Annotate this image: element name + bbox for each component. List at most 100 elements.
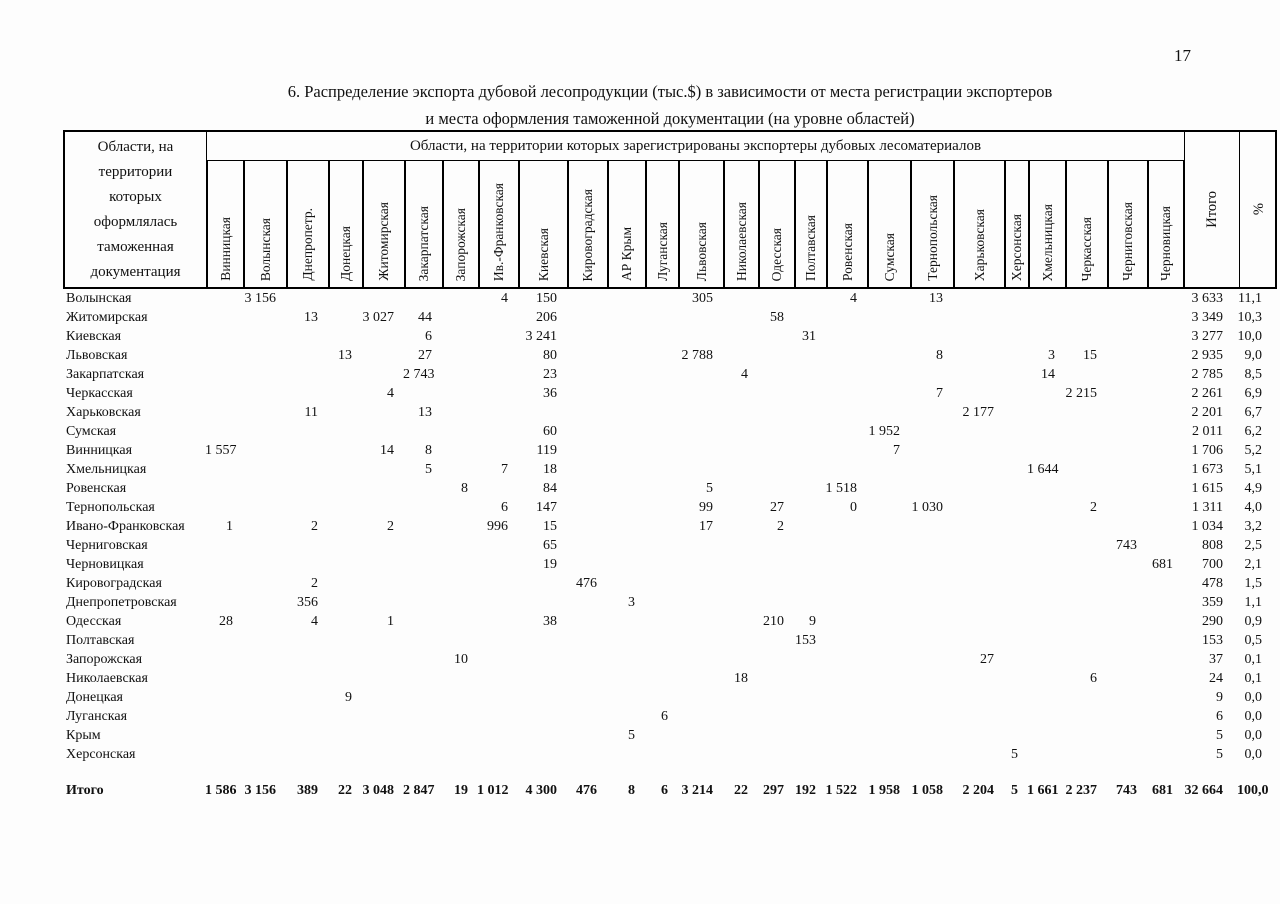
table-row: Киевская 6 3 241 31 3 277 10,0 [63,327,1277,346]
value-cell [517,593,566,612]
value-cell [1106,517,1146,536]
value-cell [477,536,517,555]
value-cell [242,536,285,555]
value-cell: 65 [543,538,557,553]
value-cell [793,289,825,308]
value-cell [1003,536,1027,555]
value-cell: 19 [543,557,557,572]
value-cell [677,574,722,593]
value-cell [644,460,677,479]
value-cell [825,308,866,327]
value-cell [361,593,403,612]
value-cell [327,498,361,517]
value-cell [477,384,517,403]
table-row: Сумская 60 1 952 2 011 6,2 [63,422,1277,441]
value-cell [1003,707,1027,726]
value-cell: 17 [699,519,713,534]
value-cell [403,498,441,517]
value-cell [793,707,825,726]
value-cell [606,479,644,498]
value-cell [1146,536,1182,555]
value-cell [1146,726,1182,745]
value-cell [205,650,242,669]
value-cell [1027,555,1064,574]
value-cell [566,612,606,631]
value-cell [1027,422,1064,441]
value-cell [1064,593,1106,612]
value-cell [517,574,566,593]
value-cell [327,726,361,745]
value-cell [1106,384,1146,403]
value-cell [677,441,722,460]
value-cell [517,745,566,764]
value-cell [1064,422,1106,441]
value-cell: 996 [487,519,508,534]
value-cell [793,593,825,612]
value-cell [361,669,403,688]
value-cell: 15 [543,519,557,534]
value-cell: 80 [543,348,557,363]
value-cell [441,536,477,555]
value-cell [606,517,644,536]
value-cell [403,688,441,707]
value-cell [1003,612,1027,631]
value-cell [909,745,952,764]
value-cell [644,365,677,384]
value-cell [606,422,644,441]
row-percent-cell: 2,1 [1244,557,1263,572]
value-cell [952,536,1003,555]
value-cell: 31 [802,329,816,344]
value-cell: 297 [763,783,784,798]
value-cell: 1 012 [477,783,509,798]
value-cell [825,460,866,479]
value-cell: 2 215 [1065,386,1098,401]
value-cell [722,441,757,460]
value-cell [757,403,793,422]
value-cell [361,422,403,441]
row-label: Черниговская [66,538,148,553]
value-cell [441,346,477,365]
value-cell [361,631,403,650]
value-cell [866,498,909,517]
row-label: Киевская [66,329,122,344]
value-cell [566,403,606,422]
value-cell [793,441,825,460]
column-header-label: Хмельницкая [1039,203,1055,281]
value-cell [1027,536,1064,555]
value-cell [866,631,909,650]
table-row: Винницкая 1 557 14 8 119 7 1 706 5,2 [63,441,1277,460]
column-header: Харьковская [954,161,1005,287]
value-cell [403,612,441,631]
column-header: Луганская [646,161,679,287]
value-cell [644,441,677,460]
value-cell [722,688,757,707]
value-cell [793,384,825,403]
value-cell [606,650,644,669]
value-cell [1003,403,1027,422]
value-cell [677,726,722,745]
value-cell [566,346,606,365]
value-cell: 4 [741,367,748,382]
row-label: Харьковская [66,405,141,420]
value-cell [242,327,285,346]
value-cell [793,479,825,498]
value-cell [825,574,866,593]
value-cell [952,289,1003,308]
value-cell [242,707,285,726]
value-cell [677,365,722,384]
value-cell [403,536,441,555]
value-cell: 6 [661,709,668,724]
row-label: Луганская [66,709,128,724]
value-cell [1064,403,1106,422]
value-cell: 27 [980,652,994,667]
value-cell [441,574,477,593]
value-cell [757,479,793,498]
value-cell [825,745,866,764]
value-cell [441,631,477,650]
value-cell: 13 [929,291,943,306]
value-cell [909,403,952,422]
value-cell [793,650,825,669]
value-cell [909,726,952,745]
table-row: Николаевская 18 6 24 0,1 [63,669,1277,688]
value-cell [205,726,242,745]
